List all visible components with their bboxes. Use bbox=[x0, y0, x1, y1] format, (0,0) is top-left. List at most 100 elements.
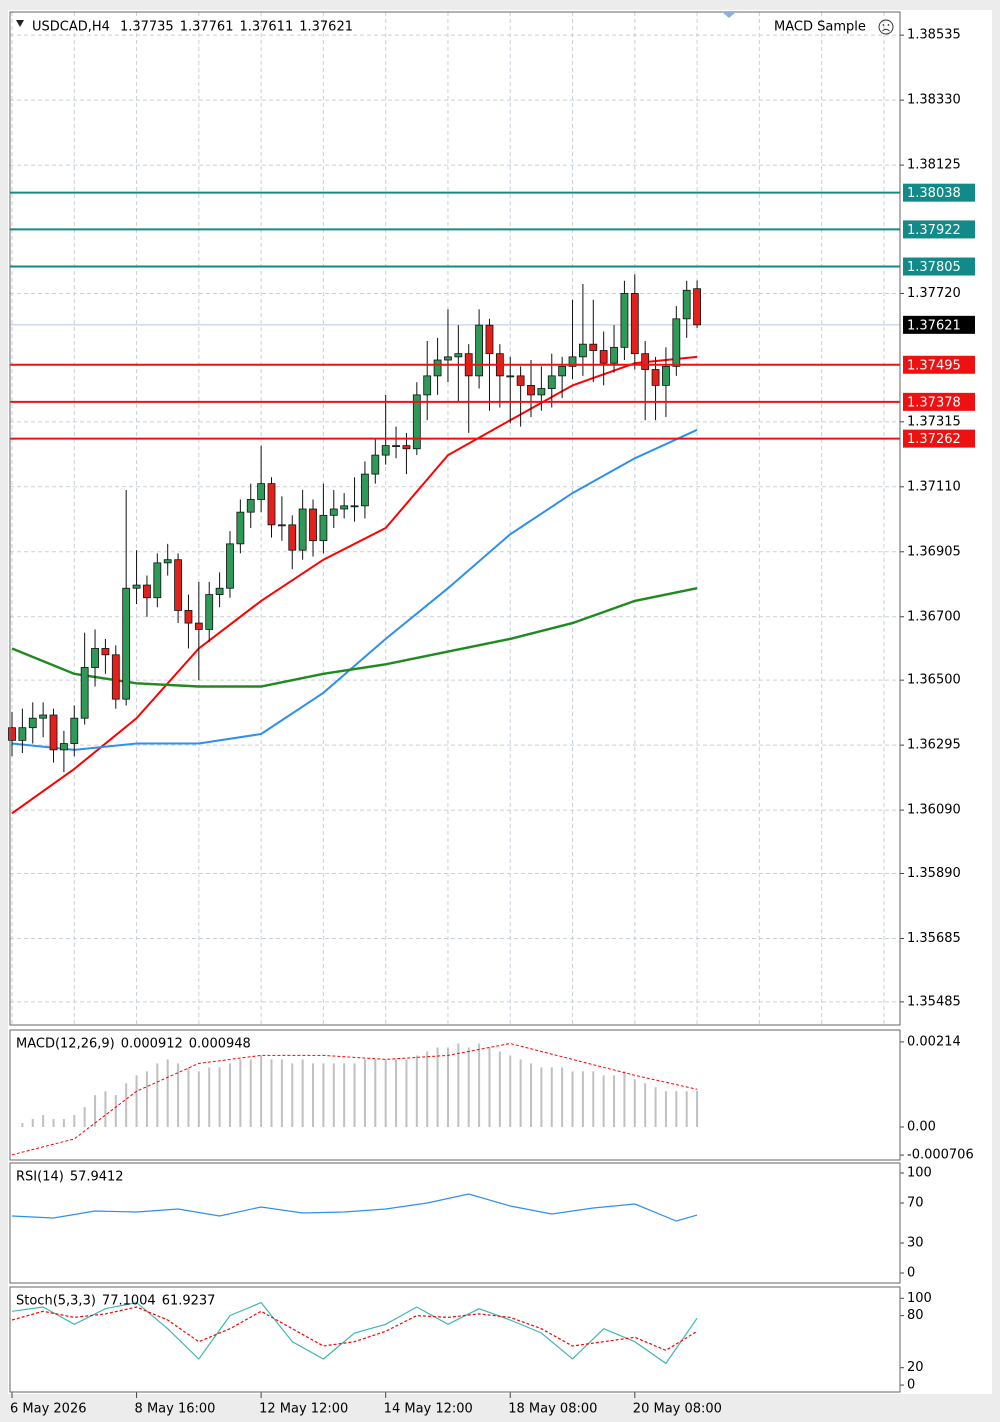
candle-body bbox=[246, 499, 255, 513]
legend-text: 1.37761 bbox=[180, 20, 234, 35]
y-tick-label: 1.38330 bbox=[907, 93, 961, 108]
candle-body bbox=[215, 587, 224, 595]
y-tick-label: 1.37110 bbox=[907, 479, 961, 494]
macd-bar bbox=[343, 1063, 346, 1128]
macd-bar bbox=[644, 1083, 647, 1128]
bid-label-box bbox=[903, 315, 975, 334]
macd-bar bbox=[62, 1119, 65, 1128]
expert-icon-mouth bbox=[882, 28, 890, 32]
macd-bar bbox=[239, 1059, 242, 1128]
macd-bar bbox=[208, 1067, 211, 1128]
expert-name: MACD Sample bbox=[774, 20, 866, 35]
y-tick-label: 1.35685 bbox=[907, 931, 961, 946]
legend-text: 1.37611 bbox=[239, 20, 293, 35]
macd-bar bbox=[104, 1091, 107, 1128]
macd-bar bbox=[291, 1063, 294, 1128]
level-label-box bbox=[903, 392, 975, 411]
macd-bar bbox=[21, 1123, 24, 1128]
level-label-box bbox=[903, 183, 975, 202]
candle-body bbox=[267, 483, 276, 526]
candle-body bbox=[298, 508, 307, 551]
macd-bar bbox=[374, 1059, 377, 1128]
macd-bar bbox=[509, 1055, 512, 1128]
candle-body bbox=[412, 394, 421, 450]
y-tick-label: 1.35890 bbox=[907, 866, 961, 881]
legend-text: 1.37735 bbox=[120, 20, 174, 35]
x-tick-label: 12 May 12:00 bbox=[259, 1402, 348, 1417]
candle-body bbox=[527, 384, 535, 396]
macd-bar bbox=[218, 1067, 221, 1128]
moving-average bbox=[11, 355, 698, 815]
x-tick-label: 14 May 12:00 bbox=[384, 1402, 473, 1417]
y-tick-label: 1.36090 bbox=[907, 803, 961, 818]
candle-body bbox=[516, 375, 525, 386]
bid-label: 1.37621 bbox=[907, 318, 961, 333]
legend-text: 77.1004 bbox=[102, 1294, 156, 1309]
macd-bar bbox=[571, 1071, 574, 1128]
legend-text: 1.37621 bbox=[299, 20, 353, 35]
macd-bar bbox=[696, 1090, 699, 1128]
candle-body bbox=[589, 343, 598, 351]
macd-bar bbox=[623, 1071, 626, 1128]
macd-bar bbox=[249, 1059, 252, 1128]
candle-body bbox=[662, 365, 670, 386]
overlay-layer: 6 May 2026 8 May 16:00 12 May 12:00 14 May … bbox=[10, 20, 975, 1417]
candle-body bbox=[309, 508, 317, 542]
candle-body bbox=[433, 359, 442, 377]
candle-body bbox=[153, 562, 162, 599]
macd-bar bbox=[446, 1047, 449, 1128]
macd-bar bbox=[228, 1063, 231, 1128]
macd-bar bbox=[187, 1067, 190, 1128]
candle-body bbox=[329, 508, 338, 516]
level-label: 1.38038 bbox=[907, 186, 961, 201]
macd-bar bbox=[322, 1063, 325, 1128]
y-tick-label: 0 bbox=[907, 1266, 915, 1281]
candle-body bbox=[547, 375, 556, 389]
level-label-box bbox=[903, 429, 975, 448]
candle-body bbox=[402, 445, 411, 450]
y-tick-label: 1.37720 bbox=[907, 286, 961, 301]
candle-body bbox=[350, 505, 359, 508]
signal-line bbox=[11, 1042, 698, 1156]
macd-bar bbox=[457, 1043, 460, 1128]
y-tick-label: 1.38535 bbox=[907, 28, 961, 43]
macd-bar bbox=[125, 1083, 128, 1128]
legend-text: RSI(14) bbox=[16, 1170, 64, 1185]
macd-bar bbox=[426, 1051, 429, 1128]
macd-bar bbox=[675, 1091, 678, 1128]
collapse-arrow[interactable] bbox=[16, 20, 24, 27]
candle-body bbox=[163, 559, 172, 564]
indicator-line bbox=[11, 1193, 698, 1222]
y-tick-label: 1.36295 bbox=[907, 738, 961, 753]
legend-text: Stoch(5,3,3) bbox=[16, 1294, 96, 1309]
level-label: 1.37805 bbox=[907, 260, 961, 275]
level-label: 1.37922 bbox=[907, 223, 961, 238]
level-label: 1.37378 bbox=[907, 395, 961, 410]
macd-bar bbox=[436, 1047, 439, 1128]
macd-bar bbox=[488, 1047, 491, 1128]
macd-bar bbox=[135, 1075, 138, 1128]
candle-body bbox=[371, 454, 380, 475]
candle-body bbox=[28, 717, 37, 729]
legend-text: 0.000948 bbox=[189, 1037, 251, 1052]
candle-body bbox=[475, 324, 484, 377]
chart-title: USDCAD,H4 bbox=[32, 20, 110, 35]
candle-body bbox=[568, 356, 577, 367]
candle-body bbox=[184, 610, 193, 624]
legend-text: 0.000912 bbox=[121, 1037, 183, 1052]
macd-bar bbox=[478, 1043, 481, 1128]
panel-frames bbox=[9, 11, 901, 1393]
macd-bar bbox=[270, 1059, 273, 1128]
level-label-box bbox=[903, 257, 975, 276]
expert-icon[interactable] bbox=[878, 19, 894, 35]
candle-body bbox=[18, 727, 27, 741]
y-tick-label: 0 bbox=[907, 1378, 915, 1393]
x-tick-label: 8 May 16:00 bbox=[135, 1402, 216, 1417]
candle-body bbox=[101, 648, 110, 656]
level-label-box bbox=[903, 220, 975, 239]
x-tick-label: 6 May 2026 bbox=[10, 1402, 87, 1417]
y-tick-label: 1.36905 bbox=[907, 544, 961, 559]
macd-bar bbox=[530, 1063, 532, 1128]
candle-body bbox=[277, 524, 286, 527]
macd-bar bbox=[177, 1063, 180, 1128]
